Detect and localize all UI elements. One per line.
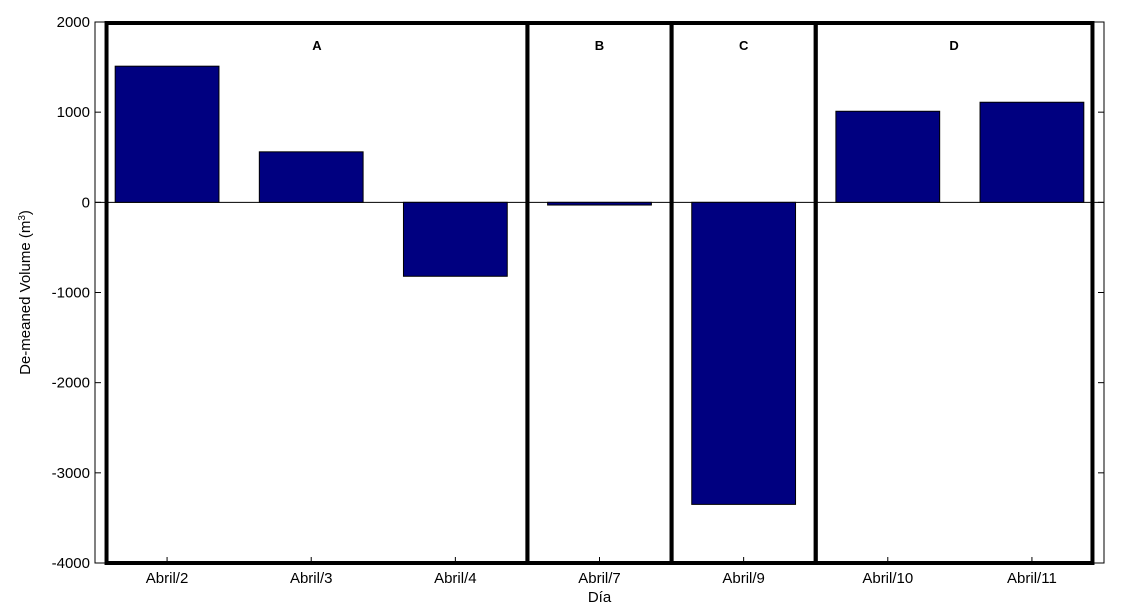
- x-tick-label: Abril/4: [434, 570, 477, 587]
- x-tick-label: Abril/10: [862, 570, 913, 587]
- plot-frame: [94, 21, 1105, 564]
- y-tick-label: 1000: [57, 104, 90, 121]
- group-box-d: [813, 21, 1095, 565]
- y-axis-title-superscript: 3: [17, 215, 28, 221]
- group-label-d: D: [949, 38, 958, 53]
- group-label-a: A: [312, 38, 322, 53]
- y-axis: 2000 1000 0 -1000 -2000 -3000 -4000: [52, 14, 1104, 572]
- y-axis-title-main: De-meaned Volume (m: [17, 221, 34, 375]
- x-tick-label: Abril/9: [722, 570, 765, 587]
- x-axis-title: Día: [588, 589, 612, 606]
- bar-abril-4: [402, 201, 508, 277]
- y-axis-title: De-meaned Volume (m3): [17, 210, 35, 375]
- bar-abril-9: [691, 201, 797, 505]
- bar-abril-3: [258, 151, 364, 203]
- y-tick-label: -2000: [52, 375, 90, 392]
- x-tick-label: Abril/3: [290, 570, 333, 587]
- x-tick-label: Abril/11: [1007, 570, 1057, 587]
- x-axis: Abril/2 Abril/3 Abril/4 Abril/7 Abril/9 Abril…: [146, 557, 1057, 587]
- x-tick-label: Abril/7: [578, 570, 621, 587]
- group-label-c: C: [739, 38, 749, 53]
- bar-abril-7: [547, 201, 652, 206]
- y-axis-title-suffix: ): [17, 210, 34, 215]
- y-tick-label: -1000: [52, 285, 90, 302]
- bar-abril-2: [114, 65, 220, 203]
- group-labels: A B C D: [312, 38, 959, 53]
- bar-abril-10: [835, 110, 941, 203]
- x-tick-label: Abril/2: [146, 570, 189, 587]
- y-tick-label: 2000: [57, 14, 90, 31]
- bar-abril-11: [979, 101, 1085, 203]
- bars: [114, 65, 1085, 505]
- plot-area: [94, 21, 1105, 564]
- y-tick-label: -4000: [52, 555, 90, 572]
- group-label-b: B: [595, 38, 604, 53]
- y-tick-label: 0: [82, 194, 90, 211]
- y-tick-label: -3000: [52, 465, 90, 482]
